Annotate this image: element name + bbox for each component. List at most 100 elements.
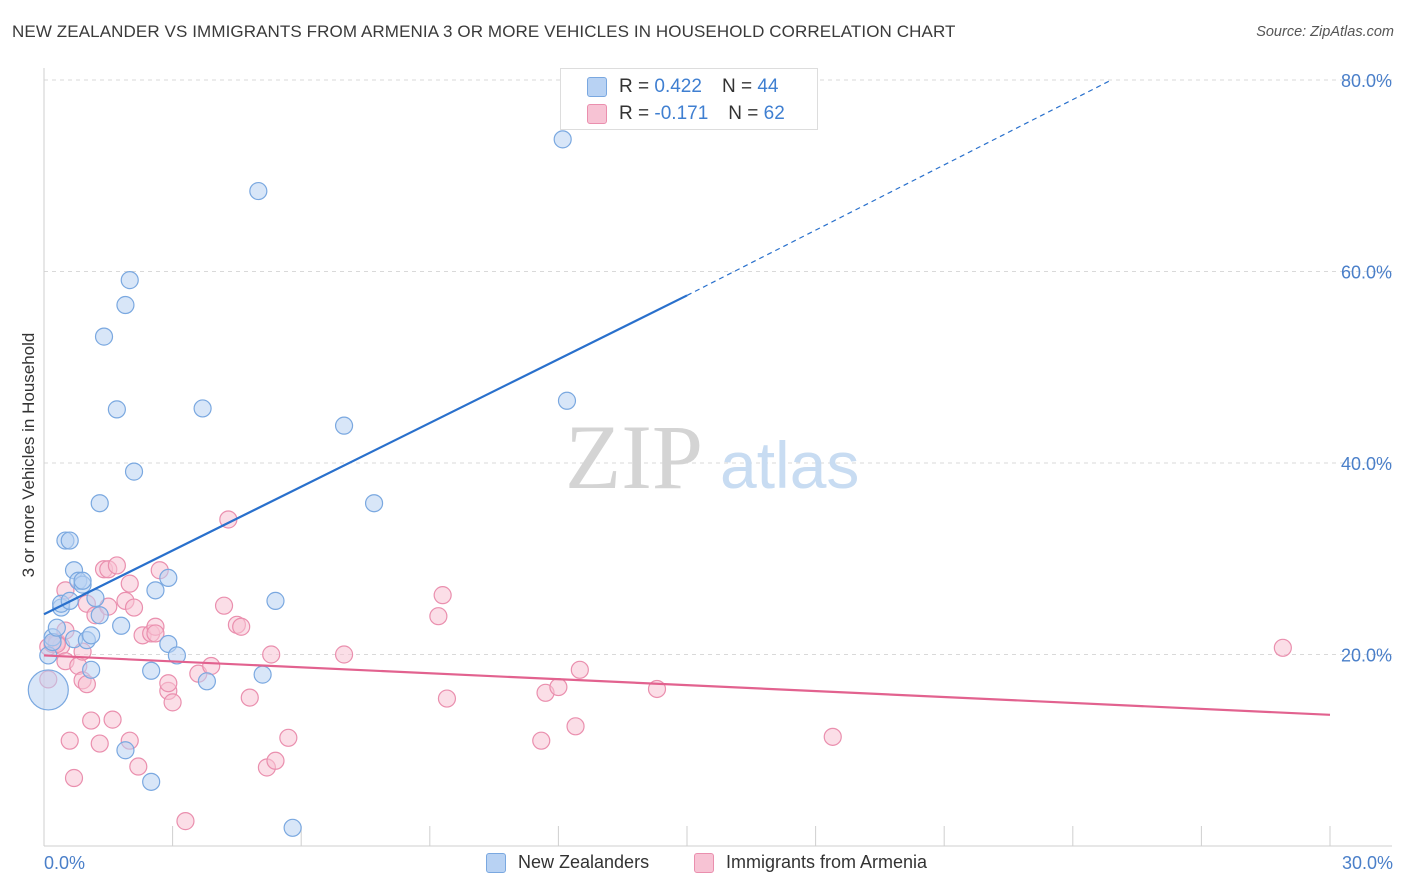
point-immigrants-from-armenia [823, 727, 842, 746]
point-new-zealanders [553, 130, 572, 149]
legend-n-value: 62 [763, 103, 785, 124]
legend-n-label: N = [728, 103, 759, 124]
point-immigrants-from-armenia [532, 731, 551, 750]
point-new-zealanders [364, 494, 384, 513]
point-immigrants-from-armenia [266, 751, 285, 770]
y-tick-label: 20.0% [1341, 646, 1392, 666]
point-immigrants-from-armenia [433, 586, 452, 605]
point-immigrants-from-armenia [146, 624, 165, 643]
point-immigrants-from-armenia [1273, 638, 1292, 657]
point-immigrants-from-armenia [334, 645, 354, 664]
trend-line-new-zealanders [43, 294, 688, 616]
point-new-zealanders [94, 327, 114, 346]
point-immigrants-from-armenia [159, 674, 178, 693]
legend-row-immigrants-from-armenia: R = -0.171 N = 62 [587, 101, 785, 127]
point-new-zealanders [557, 391, 577, 410]
point-new-zealanders [159, 568, 178, 588]
watermark-atlas: atlas [720, 428, 859, 502]
series-immigrants-from-armenia [39, 510, 1292, 831]
point-immigrants-from-armenia [232, 617, 251, 636]
point-immigrants-from-armenia [124, 598, 144, 617]
tick-labels: 20.0% 40.0% 60.0% 80.0% 0.0% 30.0% [44, 71, 1393, 873]
legend-swatch-pink [587, 104, 607, 124]
legend-n-label: N = [721, 76, 753, 97]
point-new-zealanders [116, 295, 135, 315]
legend-n-value: 44 [757, 76, 779, 97]
point-immigrants-from-armenia [566, 717, 585, 736]
point-immigrants-from-armenia [437, 689, 457, 708]
bottom-legend-new-zealanders: New Zealanders [486, 852, 649, 873]
point-new-zealanders [82, 660, 101, 679]
trend-line-new-zealanders-extension [686, 79, 1112, 296]
bottom-legend-swatch-pink [694, 852, 714, 873]
y-tick-label: 80.0% [1341, 71, 1392, 91]
point-new-zealanders [249, 181, 268, 201]
point-new-zealanders [47, 618, 66, 637]
point-immigrants-from-armenia [129, 757, 148, 776]
bottom-legend-immigrants-from-armenia: Immigrants from Armenia [694, 852, 927, 873]
legend-swatch-blue [587, 77, 607, 97]
legend-r-label: R = [619, 103, 650, 124]
point-new-zealanders [253, 665, 272, 684]
axes [43, 68, 1392, 847]
point-immigrants-from-armenia [120, 574, 139, 593]
point-immigrants-from-armenia [214, 596, 234, 615]
bottom-legend-label: New Zealanders [518, 852, 650, 872]
point-new-zealanders [112, 616, 131, 635]
point-new-zealanders [193, 399, 212, 418]
y-tick-label: 60.0% [1341, 263, 1392, 283]
legend-r-label: R = [619, 76, 650, 97]
x-tick-label: 0.0% [44, 853, 85, 873]
legend-r-value: 0.422 [654, 76, 702, 97]
x-tick-label: 30.0% [1342, 853, 1393, 873]
point-new-zealanders [197, 672, 216, 691]
point-new-zealanders [167, 646, 186, 665]
point-new-zealanders [266, 591, 285, 610]
point-new-zealanders [27, 669, 69, 711]
point-immigrants-from-armenia [262, 645, 281, 664]
point-immigrants-from-armenia [240, 688, 259, 707]
bottom-legend-label: Immigrants from Armenia [726, 852, 928, 872]
y-tick-label: 40.0% [1341, 454, 1392, 474]
point-immigrants-from-armenia [549, 677, 568, 697]
point-new-zealanders [107, 400, 126, 419]
point-new-zealanders [90, 494, 109, 513]
correlation-legend: R = 0.422 N = 44 R = -0.171 N = 62 [560, 68, 818, 130]
y-axis-label: 3 or more Vehicles in Household [19, 333, 38, 578]
point-new-zealanders [142, 661, 161, 680]
point-new-zealanders [146, 581, 165, 600]
point-new-zealanders [334, 416, 354, 435]
point-immigrants-from-armenia [64, 768, 84, 788]
watermark: ZIP atlas [565, 406, 859, 508]
point-new-zealanders [283, 818, 302, 837]
point-immigrants-from-armenia [103, 710, 122, 729]
point-immigrants-from-armenia [90, 734, 109, 753]
point-new-zealanders [116, 741, 135, 760]
point-immigrants-from-armenia [60, 731, 79, 750]
point-immigrants-from-armenia [570, 660, 589, 679]
point-new-zealanders [73, 571, 92, 590]
point-new-zealanders [142, 772, 161, 791]
watermark-zip: ZIP [565, 406, 703, 508]
point-immigrants-from-armenia [429, 607, 448, 626]
point-immigrants-from-armenia [107, 556, 126, 575]
trend-line-immigrants-from-armenia [43, 654, 1331, 716]
point-new-zealanders [120, 271, 139, 290]
chart-title: NEW ZEALANDER VS IMMIGRANTS FROM ARMENIA… [12, 22, 956, 41]
point-immigrants-from-armenia [163, 693, 182, 712]
point-immigrants-from-armenia [82, 711, 101, 730]
bottom-legend-swatch-blue [486, 852, 506, 873]
legend-r-value: -0.171 [654, 103, 709, 124]
point-new-zealanders [82, 626, 101, 645]
point-immigrants-from-armenia [202, 656, 221, 676]
point-new-zealanders [90, 606, 109, 625]
gridlines [44, 79, 1392, 655]
point-immigrants-from-armenia [279, 728, 298, 747]
series-new-zealanders [27, 130, 577, 837]
legend-row-new-zealanders: R = 0.422 N = 44 [587, 74, 778, 100]
point-immigrants-from-armenia [176, 812, 195, 831]
trend-lines [43, 79, 1331, 716]
source-label: Source: ZipAtlas.com [1256, 24, 1394, 40]
point-new-zealanders [60, 531, 79, 550]
